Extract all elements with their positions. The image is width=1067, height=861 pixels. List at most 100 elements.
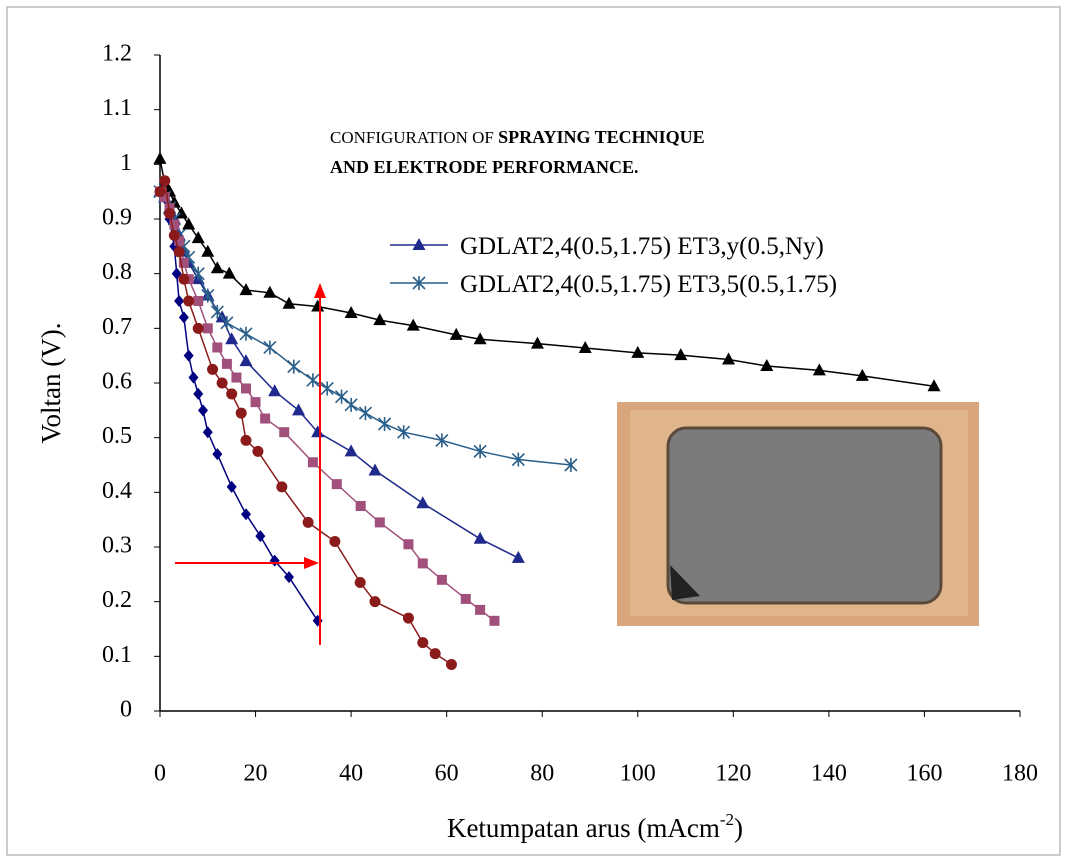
x-tick-label: 0 xyxy=(154,761,166,787)
marker xyxy=(164,208,176,220)
marker xyxy=(202,426,213,439)
title-text: CONFIGURATION OF xyxy=(330,128,494,147)
x-axis-label: Ketumpatan arus (mAcm-2) xyxy=(447,810,743,843)
marker xyxy=(355,501,366,511)
y-tick-label: 0.4 xyxy=(102,478,132,504)
x-tick-label: 140 xyxy=(811,761,847,787)
marker xyxy=(241,383,251,394)
marker xyxy=(489,615,500,626)
marker xyxy=(417,558,428,569)
marker xyxy=(225,332,239,345)
marker xyxy=(473,531,487,544)
y-tick-label: 0.2 xyxy=(102,587,132,613)
marker xyxy=(282,296,296,309)
marker xyxy=(178,311,189,324)
marker xyxy=(212,342,223,353)
marker xyxy=(279,427,290,438)
marker xyxy=(252,445,264,457)
y-tick-label: 1.2 xyxy=(102,41,132,67)
marker xyxy=(255,530,266,543)
marker xyxy=(429,648,441,660)
arrow-head xyxy=(304,557,319,569)
marker xyxy=(397,425,411,440)
marker xyxy=(159,175,171,187)
marker xyxy=(268,384,282,397)
marker xyxy=(302,516,314,528)
marker xyxy=(416,496,430,509)
y-tick-label: 0.6 xyxy=(102,369,132,395)
plot-area: 0 0.1 0.2 0.3 0.4 0.5 0.6 0.7 0.8 0.9 1 1.1 1.2 0 20 40… xyxy=(102,41,1038,787)
marker xyxy=(202,323,213,334)
marker xyxy=(449,327,463,340)
marker xyxy=(358,406,373,421)
marker xyxy=(191,231,205,244)
marker xyxy=(239,354,253,367)
marker xyxy=(473,332,487,345)
marker xyxy=(344,397,358,412)
legend-marker xyxy=(412,276,426,290)
marker xyxy=(212,448,223,461)
marker xyxy=(240,434,252,446)
marker xyxy=(812,363,826,376)
marker xyxy=(460,593,471,604)
marker xyxy=(231,372,242,383)
photo xyxy=(617,402,979,626)
arrow-head xyxy=(314,283,326,298)
marker xyxy=(292,403,306,416)
legend-label: GDLAT2,4(0.5,1.75) ET3,5(0.5,1.75) xyxy=(460,271,837,298)
marker xyxy=(174,235,185,246)
marker xyxy=(276,481,288,493)
photo-electrode xyxy=(666,426,943,605)
marker xyxy=(403,539,414,550)
marker xyxy=(368,463,382,476)
marker xyxy=(369,596,381,608)
marker xyxy=(222,266,236,279)
marker xyxy=(287,359,301,374)
photo-shadow xyxy=(670,565,700,600)
marker xyxy=(284,571,294,584)
marker xyxy=(201,288,215,303)
marker xyxy=(210,261,224,274)
marker xyxy=(207,363,219,375)
marker xyxy=(445,659,457,671)
x-tick-label: 180 xyxy=(1002,761,1038,787)
marker xyxy=(168,229,180,241)
marker xyxy=(216,377,228,389)
marker xyxy=(402,612,414,624)
title-bold: SPRAYING TECHNIQUE xyxy=(498,127,705,147)
legend-marker xyxy=(412,238,426,250)
marker xyxy=(530,336,544,349)
y-tick-label: 1 xyxy=(120,150,132,176)
marker xyxy=(329,536,341,548)
marker xyxy=(263,285,277,298)
marker xyxy=(564,458,578,472)
marker xyxy=(159,192,170,203)
arrows xyxy=(175,283,326,645)
marker xyxy=(320,381,334,396)
marker xyxy=(193,387,204,400)
marker xyxy=(307,457,318,468)
x-tick-label: 160 xyxy=(906,761,942,787)
marker xyxy=(169,219,180,230)
marker xyxy=(674,348,688,361)
marker xyxy=(220,315,234,330)
marker xyxy=(475,604,486,615)
y-tick-label: 0.5 xyxy=(102,423,132,449)
marker xyxy=(473,444,487,459)
x-tick-label: 80 xyxy=(530,761,554,787)
marker xyxy=(241,508,251,521)
marker xyxy=(927,379,941,392)
marker xyxy=(334,389,349,404)
marker xyxy=(435,433,449,448)
y-tick-label: 0.7 xyxy=(102,314,132,340)
marker xyxy=(377,417,392,431)
x-label-end: ) xyxy=(734,813,743,843)
legend: GDLAT2,4(0.5,1.75) ET3,y(0.5,Ny) GDLAT2,4… xyxy=(390,233,837,298)
marker xyxy=(260,413,271,424)
marker xyxy=(192,322,204,334)
marker xyxy=(226,480,237,493)
y-axis-label: Voltan (V). xyxy=(36,323,66,444)
marker xyxy=(344,306,358,319)
marker xyxy=(306,373,320,388)
marker xyxy=(511,452,525,467)
